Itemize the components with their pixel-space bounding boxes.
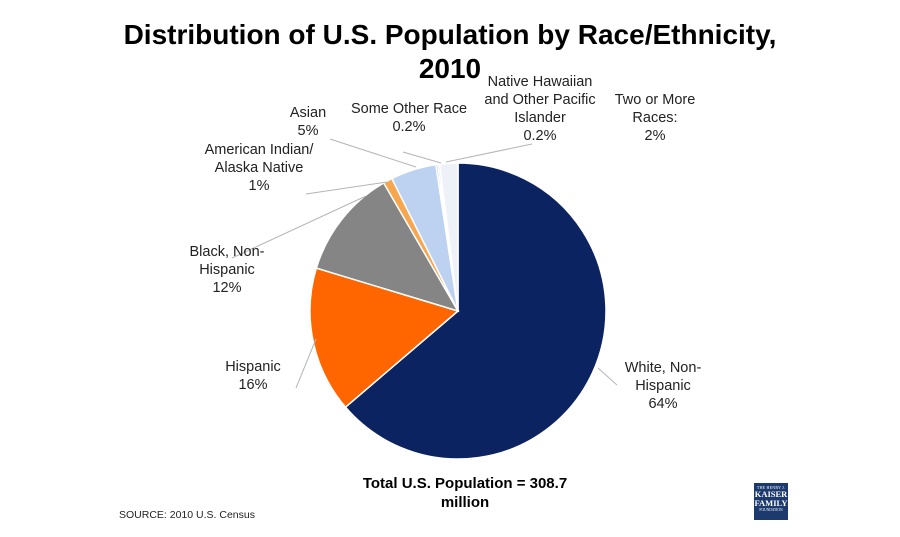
leader-line-hispanic (295, 338, 317, 389)
slice-label-black: Black, Non- Hispanic 12% (189, 244, 265, 296)
chart-title-line-1: Distribution of U.S. Population by Race/… (123, 19, 777, 50)
total-population-note: Total U.S. Population = 308.7 million (315, 474, 615, 512)
pie-slice-white (344, 162, 607, 460)
leader-line-black (231, 195, 367, 259)
slice-label-asian: Asian 5% (289, 105, 327, 139)
leader-line-white (597, 367, 618, 386)
kaiser-family-foundation-logo: THE HENRY J. KAISER FAMILY FOUNDATION (754, 483, 788, 520)
leader-line-other (402, 151, 442, 164)
pie-slice-multi (438, 162, 459, 312)
slice-label-nhpi: Native Hawaiian and Other Pacific Islander… (484, 74, 596, 144)
leader-line-asian (329, 138, 417, 168)
total-line-2: million (440, 494, 490, 511)
slice-label-multi: Two or More Races: 2% (614, 92, 696, 144)
total-line-1: Total U.S. Population = 308.7 (362, 475, 568, 492)
slice-label-white: White, Non- Hispanic 64% (624, 360, 702, 412)
pie-slice-black (315, 181, 460, 313)
chart-title-line-2: 2010 (418, 53, 482, 84)
slice-label-hispanic: Hispanic 16% (225, 359, 281, 393)
slice-label-other: Some Other Race 0.2% (350, 101, 468, 135)
chart-title: Distribution of U.S. Population by Race/… (0, 18, 900, 86)
leader-line-nhpi (445, 143, 533, 163)
slice-label-aian: American Indian/Alaska Native 1% (204, 142, 314, 194)
source-note: SOURCE: 2010 U.S. Census (119, 509, 255, 521)
leader-line-aian (305, 181, 388, 195)
pie-slice-hispanic (309, 267, 460, 409)
